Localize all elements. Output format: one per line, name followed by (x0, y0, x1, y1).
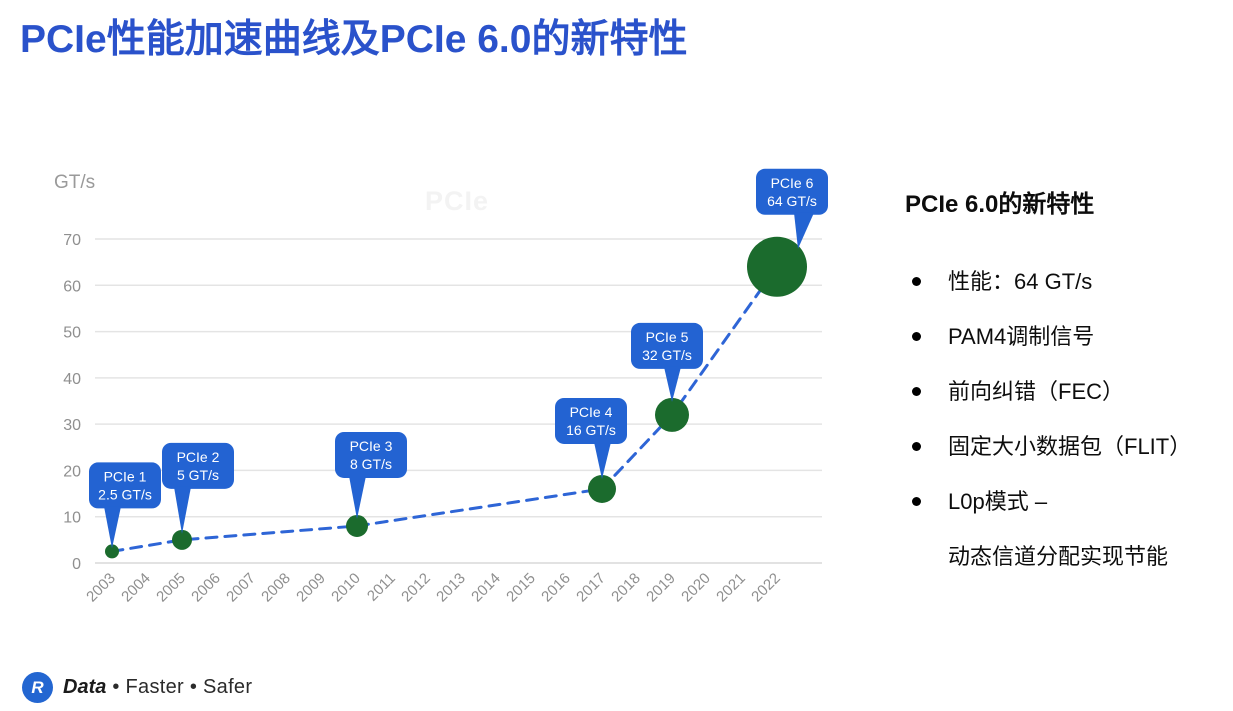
chart-watermark: PCIe (425, 186, 489, 216)
callout-version-label: PCIe 2 (177, 449, 220, 465)
callout-value-label: 5 GT/s (177, 467, 219, 483)
data-point-marker (346, 514, 368, 537)
callout: PCIe 4 16 GT/s (555, 397, 627, 479)
feature-text: PAM4调制信号 (948, 324, 1095, 349)
feature-item: 动态信道分配实现节能 (905, 540, 1220, 573)
callout-version-label: PCIe 6 (771, 175, 814, 191)
x-tick-label: 2009 (293, 570, 329, 606)
y-tick-label: 50 (63, 325, 81, 342)
y-tick-label: 20 (63, 463, 81, 480)
feature-text: 性能：64 GT/s (948, 269, 1093, 294)
bullet-icon (912, 332, 921, 341)
feature-item: 前向纠错（FEC） (905, 375, 1220, 408)
callout-value-label: 2.5 GT/s (98, 486, 152, 502)
feature-list: 性能：64 GT/s PAM4调制信号 前向纠错（FEC） 固定大小数据包（FL… (905, 265, 1220, 573)
y-axis-title: GT/s (54, 172, 95, 193)
callout-bubble (555, 397, 627, 444)
bullet-icon (912, 387, 921, 396)
callout: PCIe 5 32 GT/s (631, 322, 703, 402)
callout-bubble (162, 442, 234, 489)
x-tick-label: 2006 (188, 570, 224, 606)
x-tick-label: 2019 (643, 570, 679, 606)
data-point-marker (747, 236, 807, 297)
x-tick-label: 2012 (398, 570, 434, 606)
brand-tagline: • Faster • Safer (112, 676, 253, 698)
x-tick-label: 2005 (153, 570, 189, 606)
callout-tail (794, 212, 814, 249)
callout: PCIe 3 8 GT/s (335, 431, 407, 519)
feature-text: L0p模式 – (948, 489, 1048, 514)
x-tick-label: 2014 (468, 570, 504, 606)
y-tick-label: 30 (63, 417, 81, 434)
x-tick-label: 2016 (538, 570, 574, 606)
callout-tail (594, 441, 611, 479)
y-tick-label: 70 (63, 232, 81, 249)
x-tick-label: 2004 (118, 570, 154, 606)
x-tick-label: 2021 (713, 570, 749, 606)
callout-value-label: 8 GT/s (350, 456, 392, 472)
feature-item: 固定大小数据包（FLIT） (905, 430, 1220, 463)
feature-text: 前向纠错（FEC） (948, 379, 1125, 404)
y-tick-label: 40 (63, 371, 81, 388)
callout-bubble (335, 431, 407, 478)
x-tick-label: 2018 (608, 570, 644, 606)
callout-version-label: PCIe 5 (646, 329, 689, 345)
data-point-marker (172, 529, 192, 550)
page-title: PCIe性能加速曲线及PCIe 6.0的新特性 (20, 18, 688, 61)
bullet-icon (912, 277, 921, 286)
bullet-icon (912, 497, 921, 506)
callout-tail (349, 475, 366, 519)
features-panel: PCIe 6.0的新特性 性能：64 GT/s PAM4调制信号 前向纠错（FE… (905, 184, 1220, 573)
data-point-marker (588, 474, 616, 503)
callout: PCIe 1 2.5 GT/s (89, 462, 161, 549)
x-tick-label: 2003 (83, 570, 119, 606)
feature-item: L0p模式 – (905, 485, 1220, 518)
feature-item: PAM4调制信号 (905, 320, 1220, 353)
callout-bubble (756, 168, 828, 215)
data-point-marker (105, 544, 119, 559)
callout-value-label: 64 GT/s (767, 193, 817, 209)
callout-version-label: PCIe 3 (350, 438, 393, 454)
x-tick-label: 2013 (433, 570, 469, 606)
x-tick-label: 2010 (328, 570, 364, 606)
callout-tail (104, 506, 121, 549)
series-line (110, 265, 779, 553)
data-point-marker (655, 397, 689, 432)
pcie-performance-chart: PCIe GT/s 0 10 20 30 40 50 60 70 2003 2004 2005 2006 2… (30, 148, 840, 658)
callout-bubble (89, 462, 161, 509)
x-tick-label: 2007 (223, 570, 259, 606)
feature-text: 动态信道分配实现节能 (948, 544, 1169, 569)
callout-value-label: 16 GT/s (566, 422, 616, 438)
brand-name: Data (63, 676, 107, 698)
x-tick-label: 2011 (364, 570, 399, 605)
panel-heading: PCIe 6.0的新特性 (905, 191, 1095, 218)
callout: PCIe 2 5 GT/s (162, 442, 234, 534)
x-tick-label: 2015 (503, 570, 539, 606)
x-tick-label: 2008 (258, 570, 294, 606)
callout: PCIe 6 64 GT/s (756, 168, 828, 249)
callout-version-label: PCIe 4 (570, 404, 613, 420)
x-tick-label: 2020 (678, 570, 714, 606)
x-tick-label: 2022 (748, 570, 784, 606)
callout-value-label: 32 GT/s (642, 347, 692, 363)
brand-logo-icon: R (22, 672, 53, 703)
callout-tail (664, 366, 681, 402)
y-tick-label: 10 (63, 510, 81, 527)
feature-item: 性能：64 GT/s (905, 265, 1220, 298)
x-tick-label: 2017 (573, 570, 609, 606)
callout-tail (174, 486, 191, 534)
footer-brand: R Data • Faster • Safer (22, 672, 252, 703)
y-tick-label: 0 (72, 556, 81, 573)
bullet-icon (912, 442, 921, 451)
y-tick-label: 60 (63, 278, 81, 295)
feature-text: 固定大小数据包（FLIT） (948, 434, 1192, 459)
callout-bubble (631, 322, 703, 369)
callout-version-label: PCIe 1 (104, 468, 147, 484)
